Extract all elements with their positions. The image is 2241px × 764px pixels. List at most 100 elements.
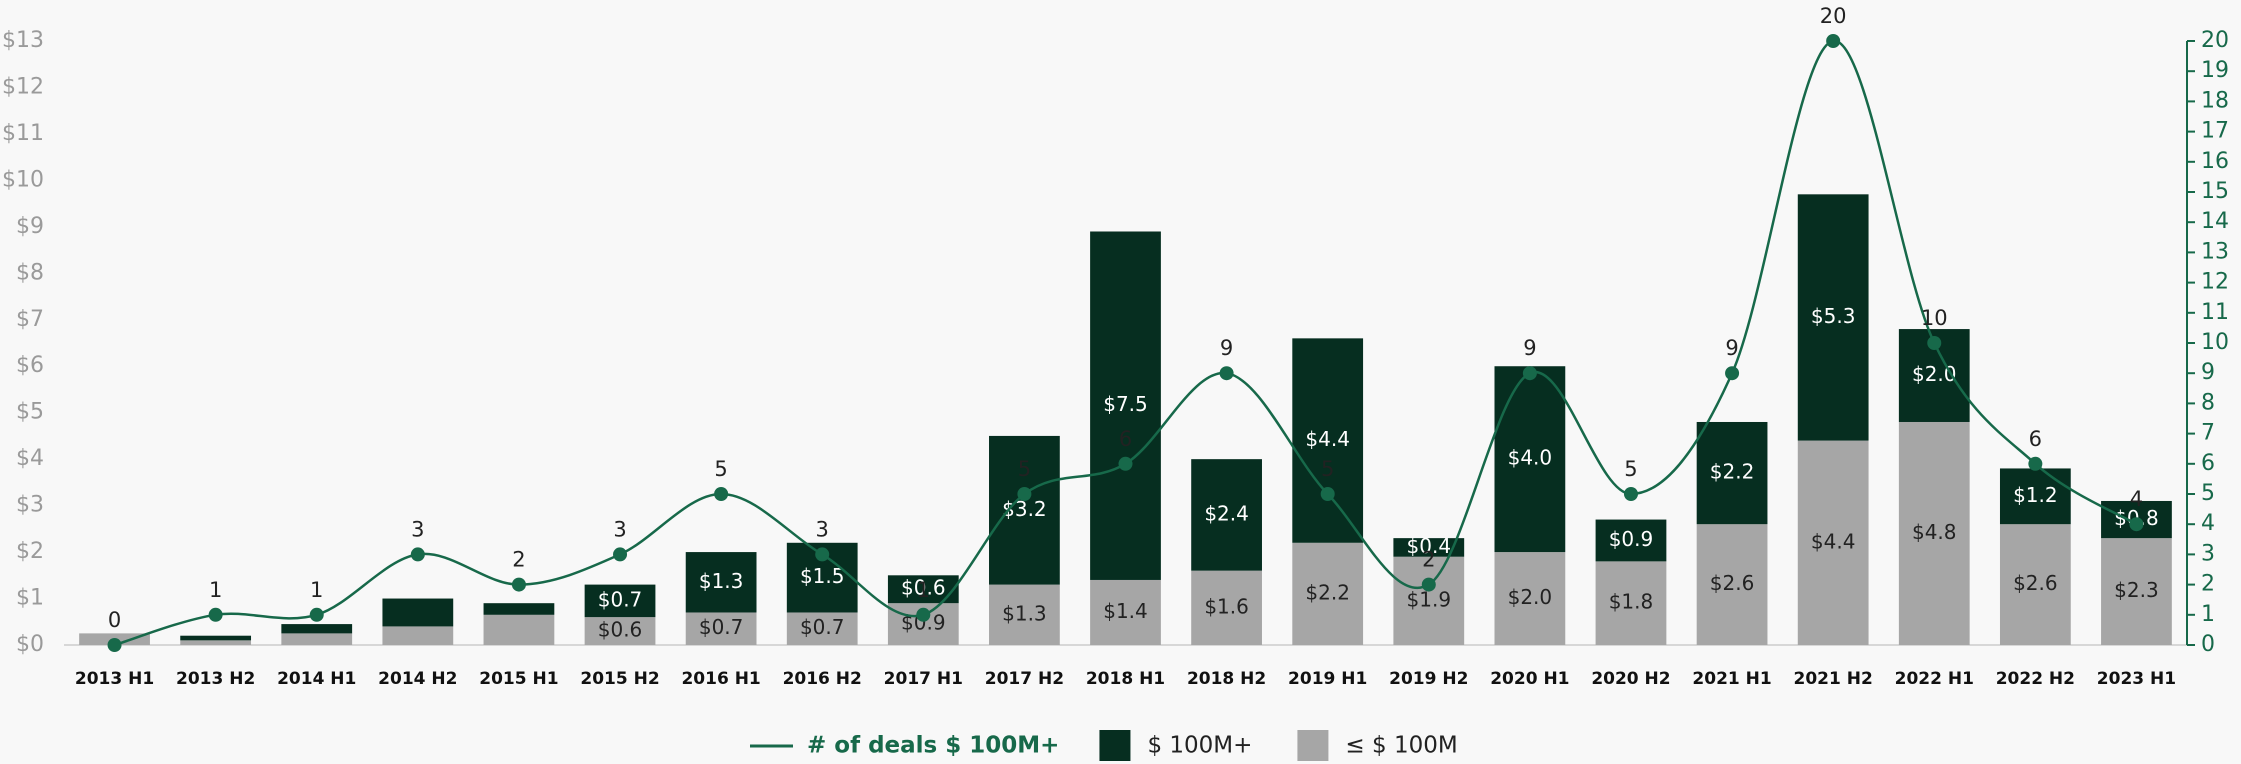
bar-segment	[1191, 459, 1262, 571]
deal-label: 10	[1921, 306, 1948, 330]
value-label: $2.2	[1305, 580, 1350, 604]
y2-tick-label: 0	[2201, 632, 2215, 657]
bar-segment	[584, 584, 656, 618]
value-label: $1.4	[1103, 599, 1148, 623]
y-tick-label: $0	[16, 632, 44, 657]
y2-tick-label: 9	[2201, 360, 2215, 385]
bar-segment	[1797, 194, 1869, 441]
value-label: $5.3	[1811, 304, 1856, 328]
deal-label: 1	[209, 578, 222, 602]
x-tick-label: 2013 H2	[176, 669, 255, 689]
y-tick-label: $12	[2, 74, 44, 99]
y2-tick-label: 5	[2201, 481, 2215, 506]
bar-segment	[1393, 556, 1465, 645]
bar-segment	[1494, 366, 1566, 553]
x-tick-label: 2023 H1	[2097, 669, 2176, 689]
bar-segment	[483, 614, 555, 645]
value-label: $1.8	[1609, 590, 1654, 614]
bar-segment	[1292, 542, 1364, 645]
bar-segment	[281, 624, 353, 634]
line-point	[1118, 456, 1133, 471]
y2-tick-label: 20	[2201, 28, 2229, 53]
y-tick-label: $7	[16, 307, 44, 332]
bar-segment	[1999, 524, 2071, 645]
value-label: $7.5	[1103, 392, 1148, 416]
value-label: $1.2	[2013, 483, 2058, 507]
x-tick-label: 2019 H2	[1389, 669, 1468, 689]
x-tick-label: 2019 H1	[1288, 669, 1367, 689]
bar-segment	[1595, 519, 1667, 562]
y-tick-label: $1	[16, 586, 44, 611]
deal-label: 5	[1321, 457, 1334, 481]
line-point	[1623, 487, 1638, 501]
x-tick-label: 2016 H1	[681, 669, 760, 689]
line-point	[1725, 366, 1740, 381]
value-label: $0.4	[1407, 534, 1452, 558]
bar-segment	[1494, 552, 1566, 645]
x-tick-label: 2015 H2	[580, 669, 659, 689]
bar-segment	[180, 635, 252, 641]
deal-label: 1	[310, 578, 323, 602]
value-label: $0.7	[800, 615, 845, 639]
deal-label: 3	[816, 517, 829, 541]
value-label: $2.6	[2013, 571, 2058, 595]
value-label: $0.7	[699, 615, 744, 639]
value-label: $2.2	[1710, 460, 1755, 484]
y2-tick-label: 19	[2201, 58, 2229, 83]
bar-segment	[989, 435, 1060, 585]
deal-label: 2	[1422, 548, 1435, 572]
value-label: $4.0	[1508, 446, 1553, 470]
line-point	[1017, 487, 1032, 501]
line-point	[2028, 456, 2043, 471]
bar-segment	[382, 598, 454, 627]
bar-segment	[1595, 561, 1667, 645]
y-tick-label: $3	[16, 493, 44, 518]
deal-label: 3	[411, 517, 424, 541]
y2-tick-label: 14	[2201, 209, 2229, 234]
x-tick-label: 2021 H2	[1794, 669, 1873, 689]
y2-tick-label: 11	[2201, 300, 2229, 325]
x-tick-label: 2017 H1	[884, 669, 963, 689]
bar-segment	[1191, 570, 1262, 645]
y-tick-label: $5	[16, 400, 44, 425]
value-label: $2.0	[1508, 585, 1553, 609]
bar-segment	[989, 584, 1060, 645]
deal-label: 20	[1820, 4, 1847, 28]
y2-tick-label: 12	[2201, 270, 2229, 295]
y2-tick-label: 18	[2201, 88, 2229, 113]
y2-tick-label: 16	[2201, 149, 2229, 174]
bar-segment	[281, 633, 353, 645]
x-tick-label: 2013 H1	[75, 669, 154, 689]
legend-label: # of deals $ 100M+	[807, 733, 1059, 759]
line-point	[208, 607, 223, 622]
line-point	[613, 547, 628, 562]
bar-segment	[1393, 538, 1465, 557]
line-point	[1522, 366, 1537, 381]
x-tick-label: 2021 H1	[1692, 669, 1771, 689]
bar-segment	[1898, 421, 1970, 645]
deal-label: 5	[714, 457, 727, 481]
value-label: $4.4	[1305, 427, 1350, 451]
bar-segment	[1292, 338, 1364, 543]
line-point	[2129, 517, 2144, 532]
bar-segment	[685, 612, 757, 645]
x-tick-label: 2020 H2	[1591, 669, 1670, 689]
bar-segment	[1797, 440, 1869, 645]
legend-label: $ 100M+	[1147, 733, 1252, 759]
deal-label: 2	[512, 548, 525, 572]
x-tick-label: 2016 H2	[783, 669, 862, 689]
line-point	[107, 638, 122, 652]
y-tick-label: $2	[16, 539, 44, 564]
y2-tick-label: 2	[2201, 572, 2215, 597]
deal-label: 9	[1725, 336, 1738, 360]
line-point	[1320, 487, 1335, 501]
value-label: $4.8	[1912, 520, 1957, 544]
value-label: $0.7	[598, 587, 643, 611]
value-label: $4.4	[1811, 529, 1856, 553]
value-label: $2.6	[1710, 571, 1755, 595]
x-tick-label: 2022 H2	[1996, 669, 2075, 689]
x-tick-label: 2014 H1	[277, 669, 356, 689]
y2-tick-label: 3	[2201, 541, 2215, 566]
y-tick-label: $9	[16, 214, 44, 239]
